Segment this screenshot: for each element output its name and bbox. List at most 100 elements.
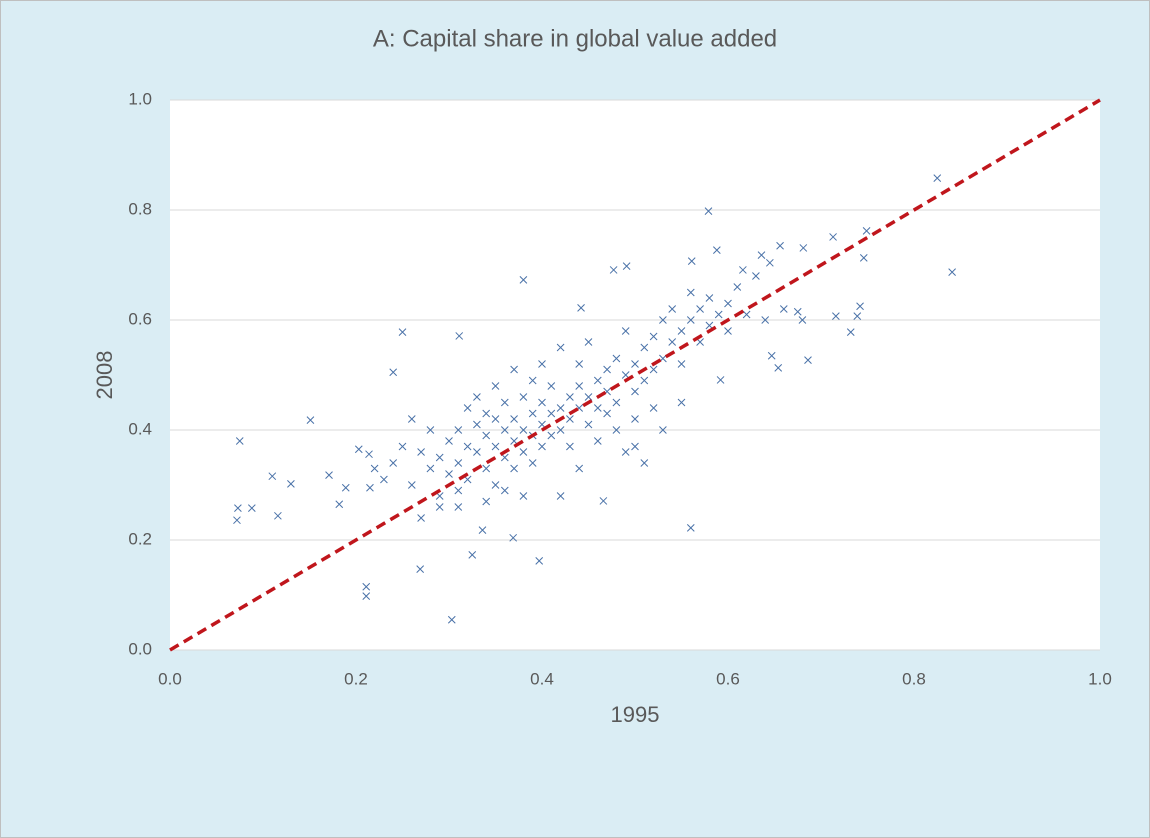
marker [599,497,608,505]
marker [696,305,704,313]
marker [724,299,732,308]
marker [426,426,435,434]
chart-title: A: Capital share in global value added [373,25,777,52]
marker [366,483,374,492]
marker [538,398,546,407]
marker [677,360,686,368]
marker [640,376,649,385]
marker [933,174,942,182]
marker [556,492,565,500]
y-tick-label: 0.4 [128,419,152,438]
marker [724,327,732,335]
marker [593,404,602,412]
marker [538,442,546,451]
y-tick-label: 0.0 [128,639,152,658]
marker [668,338,677,346]
marker [712,246,721,255]
marker [287,480,295,488]
marker [500,426,509,434]
marker [687,257,696,266]
marker [799,244,808,252]
marker [739,266,747,274]
marker [677,327,686,335]
marker [584,338,593,346]
x-tick-label: 1.0 [1088,669,1112,688]
marker [455,332,464,340]
marker [862,227,871,235]
marker [491,382,500,390]
marker [407,415,416,423]
marker [463,442,472,451]
y-axis-label: 2008 [92,351,117,400]
marker [776,241,784,250]
marker [528,409,537,418]
marker [593,437,602,445]
marker [603,365,611,374]
marker [398,328,407,336]
marker [547,409,556,418]
marker [640,343,649,352]
marker [468,550,477,559]
marker [473,393,481,401]
y-tick-label: 0.6 [128,309,152,328]
marker [341,483,350,492]
marker [677,398,686,407]
marker [584,420,593,429]
marker [380,475,388,484]
marker [575,382,584,390]
marker [482,464,491,473]
marker [528,376,537,385]
marker [445,470,453,478]
marker [235,437,244,445]
marker [686,288,695,297]
marker [447,615,456,624]
marker [274,511,282,520]
marker [733,283,742,291]
marker [668,305,677,313]
marker [556,404,565,412]
marker [407,481,416,489]
marker [426,464,435,473]
marker [631,387,639,396]
marker [389,459,398,467]
marker [247,504,256,512]
marker [510,365,518,374]
marker [593,376,602,385]
marker [398,442,407,451]
marker [575,360,584,368]
marker [856,302,864,311]
marker [714,310,723,319]
marker [454,503,463,511]
marker [804,356,812,365]
marker [649,332,658,341]
marker [612,426,621,434]
marker [846,328,855,336]
marker [612,354,621,363]
marker [306,416,315,424]
marker [500,486,509,495]
marker [716,376,725,384]
x-tick-label: 0.6 [716,669,740,688]
marker [233,516,241,525]
marker [325,471,333,479]
marker [767,351,776,360]
marker [631,360,639,368]
marker [491,442,500,451]
marker [528,459,537,467]
marker [757,251,766,259]
marker [435,453,444,462]
marker [547,431,556,440]
marker [793,307,802,316]
y-tick-label: 0.8 [128,199,152,218]
marker [853,312,862,321]
marker [556,426,565,434]
marker [603,409,611,418]
reference-line [169,98,1101,652]
marker [482,431,491,440]
marker [234,504,242,512]
marker [445,437,453,445]
marker [704,207,713,215]
marker [519,448,528,456]
marker [510,415,518,423]
marker [859,253,868,262]
